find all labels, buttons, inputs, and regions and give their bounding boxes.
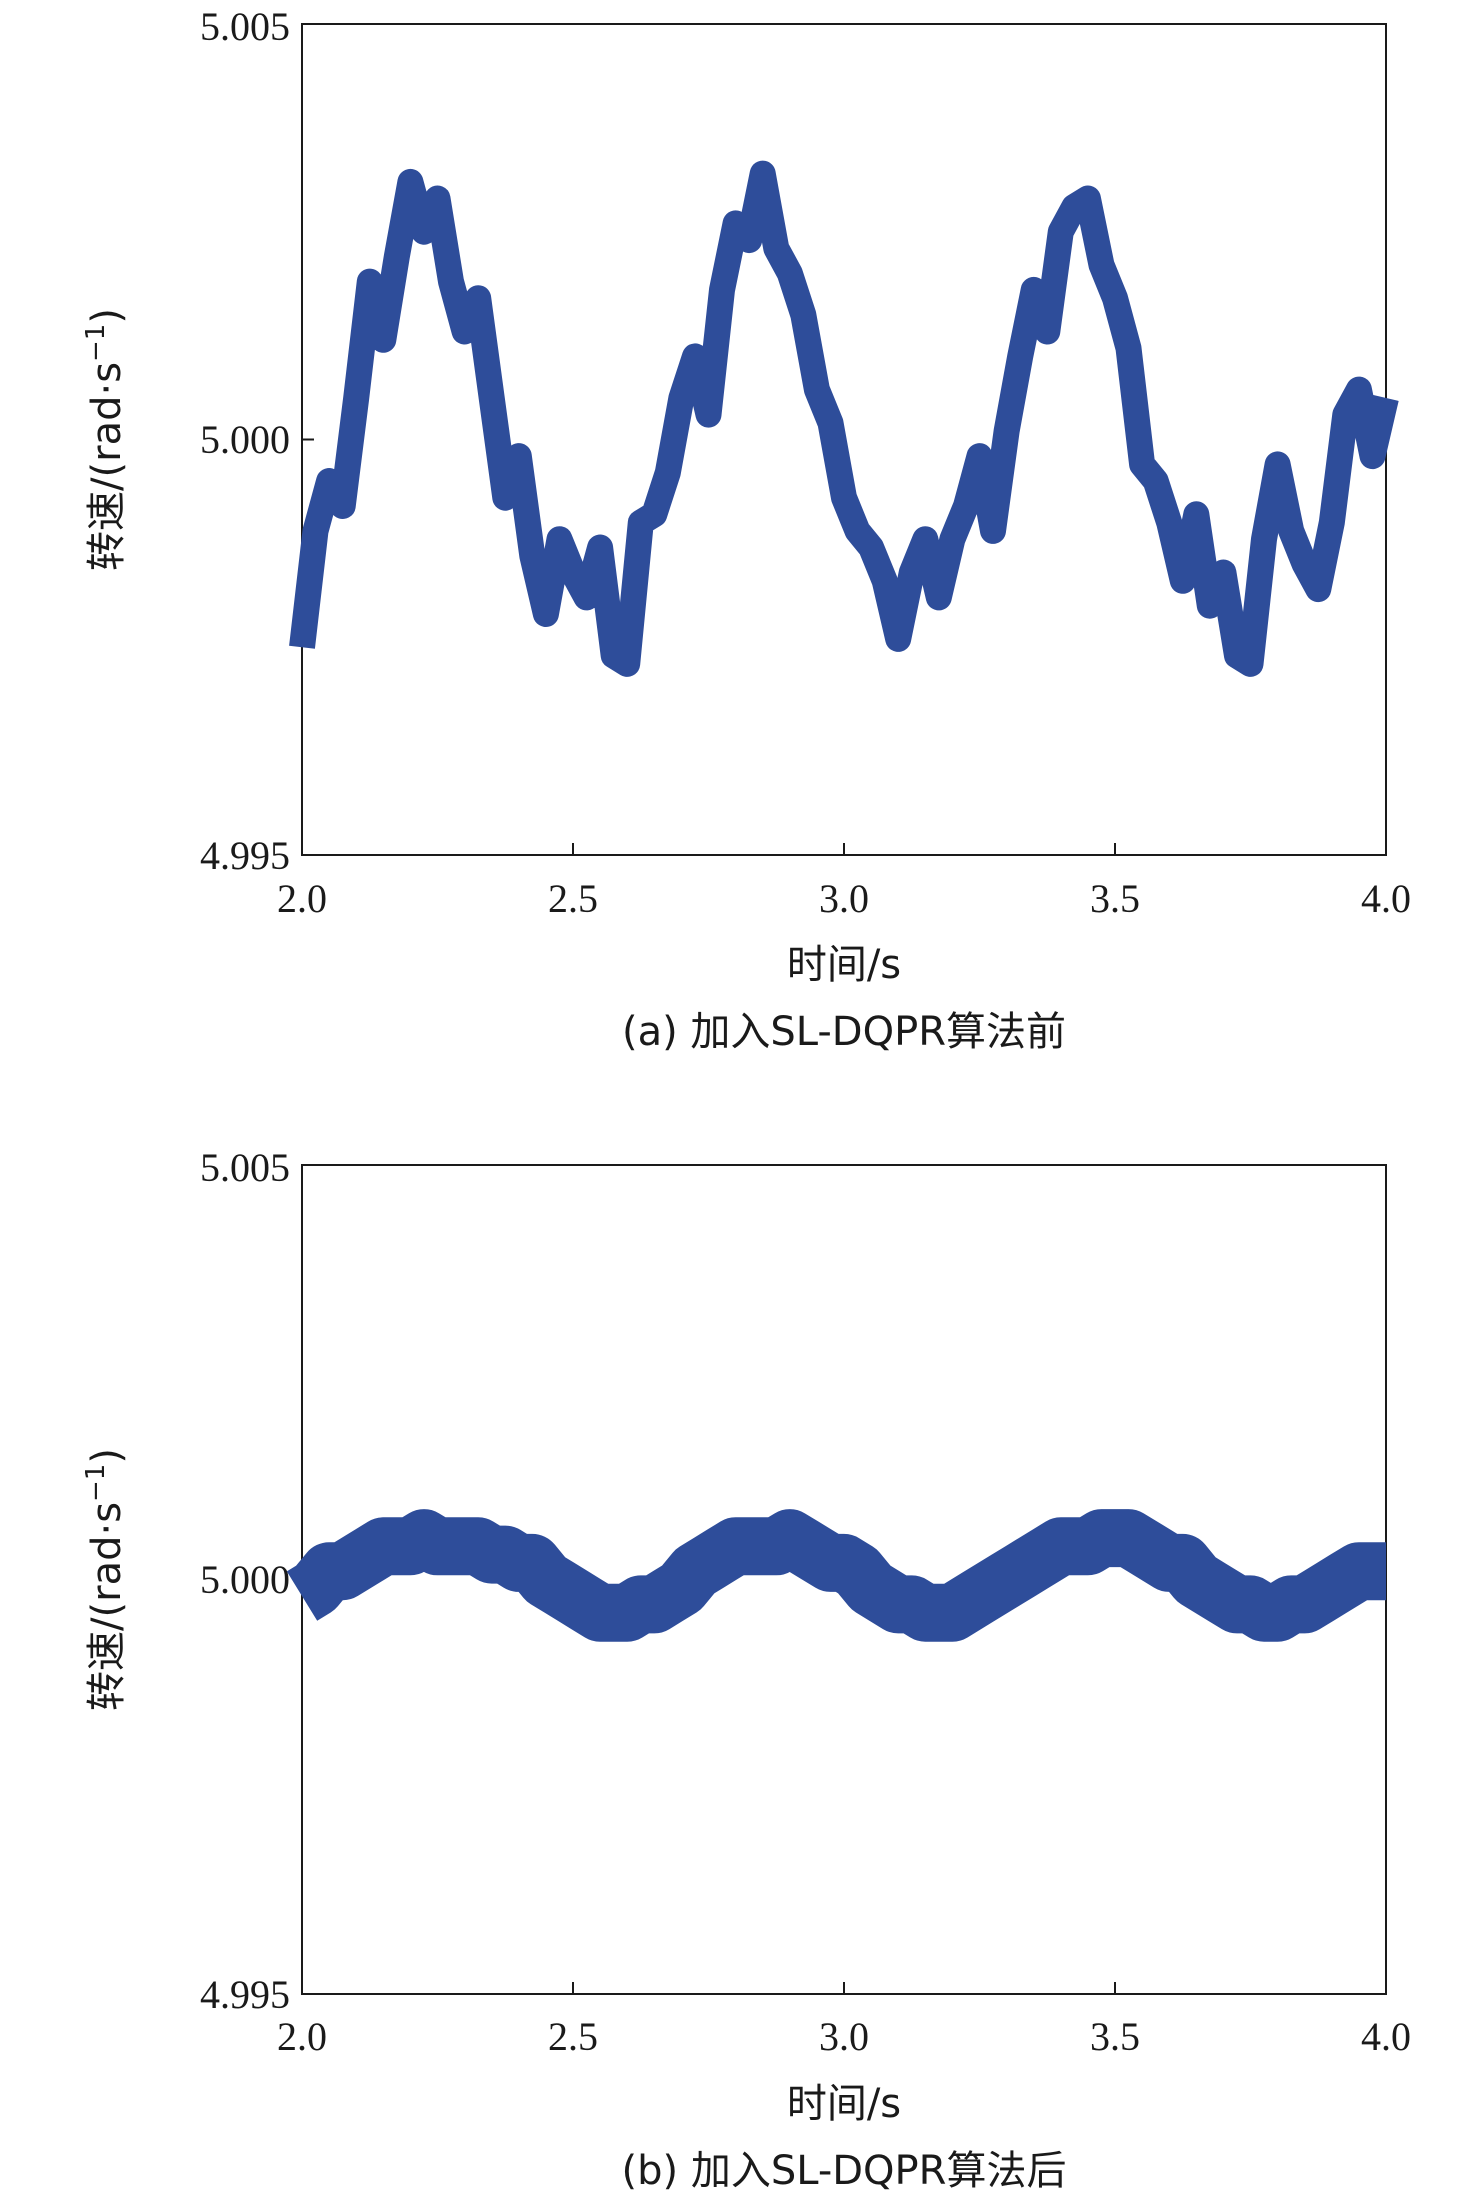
x-tick-label-b-3: 3.5 (1090, 2014, 1140, 2059)
y-axis-label-a-sup: −1 (81, 324, 111, 362)
chart-b: 4.995 5.000 5.005 2.0 2.5 3.0 3.5 4.0 转速… (81, 1145, 1411, 2194)
x-tick-labels-b: 2.0 2.5 3.0 3.5 4.0 (277, 2014, 1411, 2059)
y-tick-label-a-0: 4.995 (200, 833, 290, 878)
caption-b: (b) 加入SL-DQPR算法后 (622, 2148, 1067, 2194)
y-axis-label-b-sup: −1 (81, 1464, 111, 1502)
y-tick-label-b-2: 5.005 (200, 1145, 290, 1190)
chart-a: 4.995 5.000 5.005 2.0 2.5 3.0 3.5 4.0 转速… (81, 4, 1411, 1055)
series-line-b (286, 1509, 1402, 1642)
series-line-a (289, 160, 1399, 677)
x-ticks-b (301, 1982, 1387, 1994)
x-tick-label-b-0: 2.0 (277, 2014, 327, 2059)
x-tick-label-b-1: 2.5 (548, 2014, 598, 2059)
x-tick-labels-a: 2.0 2.5 3.0 3.5 4.0 (277, 876, 1411, 921)
x-tick-label-a-0: 2.0 (277, 876, 327, 921)
x-tick-label-a-1: 2.5 (548, 876, 598, 921)
y-tick-label-b-0: 4.995 (200, 1972, 290, 2017)
y-axis-label-a-close: ) (84, 308, 130, 324)
y-tick-label-a-2: 5.005 (200, 4, 290, 49)
y-ticks-a (302, 23, 314, 856)
y-axis-label-b-text: 转速/(rad·s (84, 1502, 130, 1711)
x-tick-label-b-2: 3.0 (819, 2014, 869, 2059)
x-axis-label-a: 时间/s (787, 942, 901, 988)
y-axis-label-b-close: ) (84, 1448, 130, 1464)
x-tick-label-a-2: 3.0 (819, 876, 869, 921)
y-axis-label-a-text: 转速/(rad·s (84, 362, 130, 571)
y-tick-label-a-1: 5.000 (200, 417, 290, 462)
y-tick-labels-a: 4.995 5.000 5.005 (200, 4, 290, 878)
x-ticks-a (301, 843, 1387, 855)
x-axis-label-b: 时间/s (787, 2081, 901, 2127)
x-tick-label-a-3: 3.5 (1090, 876, 1140, 921)
x-tick-label-a-4: 4.0 (1361, 876, 1411, 921)
y-axis-label-a: 转速/(rad·s−1) (81, 308, 130, 571)
y-axis-label-b: 转速/(rad·s−1) (81, 1448, 130, 1711)
y-tick-label-b-1: 5.000 (200, 1557, 290, 1602)
caption-a: (a) 加入SL-DQPR算法前 (622, 1009, 1066, 1055)
y-tick-labels-b: 4.995 5.000 5.005 (200, 1145, 290, 2017)
x-tick-label-b-4: 4.0 (1361, 2014, 1411, 2059)
